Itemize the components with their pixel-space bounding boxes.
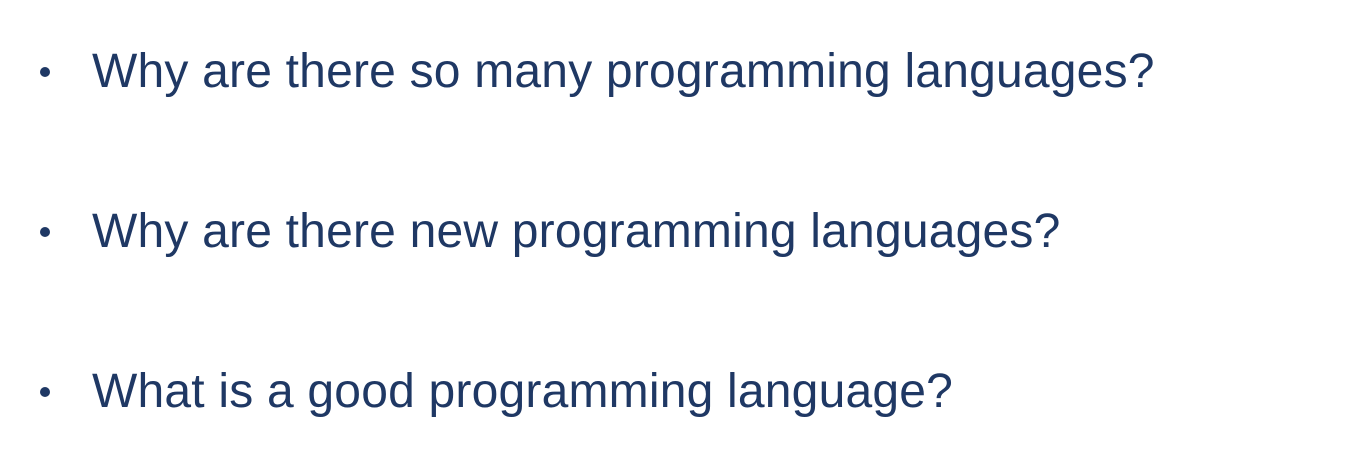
- bullet-dot-icon: [40, 227, 50, 237]
- bullet-item: What is a good programming language?: [0, 362, 1300, 422]
- bullet-text: Why are there new programming languages?: [92, 205, 1061, 258]
- bullet-dot-icon: [40, 67, 50, 77]
- bullet-item: Why are there new programming languages?: [0, 202, 1300, 262]
- bullet-text: Why are there so many programming langua…: [92, 45, 1155, 98]
- bullet-text: What is a good programming language?: [92, 365, 954, 418]
- bullet-dot-icon: [40, 387, 50, 397]
- bullet-item: Why are there so many programming langua…: [0, 42, 1300, 102]
